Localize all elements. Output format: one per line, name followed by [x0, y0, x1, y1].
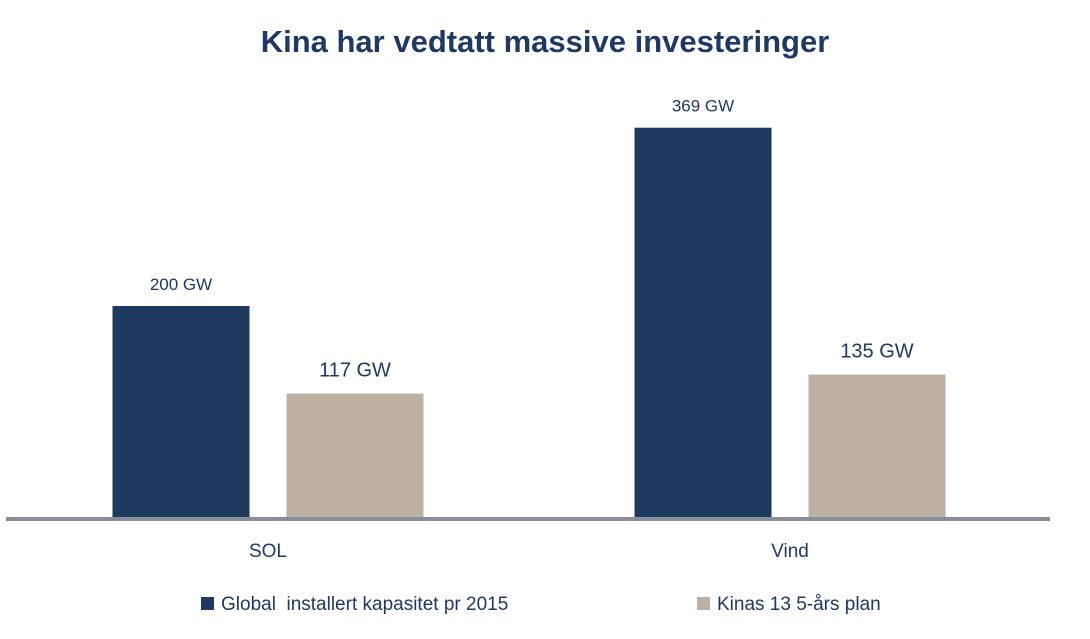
- legend-label: Global installert kapasitet pr 2015: [221, 594, 508, 615]
- data-label: 369 GW: [672, 97, 734, 116]
- bar-vind-series-1: [634, 127, 772, 517]
- chart-title: Kina har vedtatt massive investeringer: [261, 24, 830, 59]
- bar-sol-series-1: [112, 306, 250, 517]
- data-label: 117 GW: [319, 360, 391, 382]
- data-label: 200 GW: [150, 275, 212, 294]
- legend-swatch: [697, 597, 710, 610]
- category-label: Vind: [771, 541, 809, 562]
- bar-sol-series-2: [286, 393, 424, 517]
- data-label: 135 GW: [840, 341, 913, 363]
- category-label: SOL: [249, 541, 287, 562]
- legend-label: Kinas 13 5-års plan: [717, 594, 881, 615]
- bar-vind-series-2: [808, 374, 946, 517]
- legend-swatch: [201, 597, 214, 610]
- x-axis-line: [6, 517, 1050, 521]
